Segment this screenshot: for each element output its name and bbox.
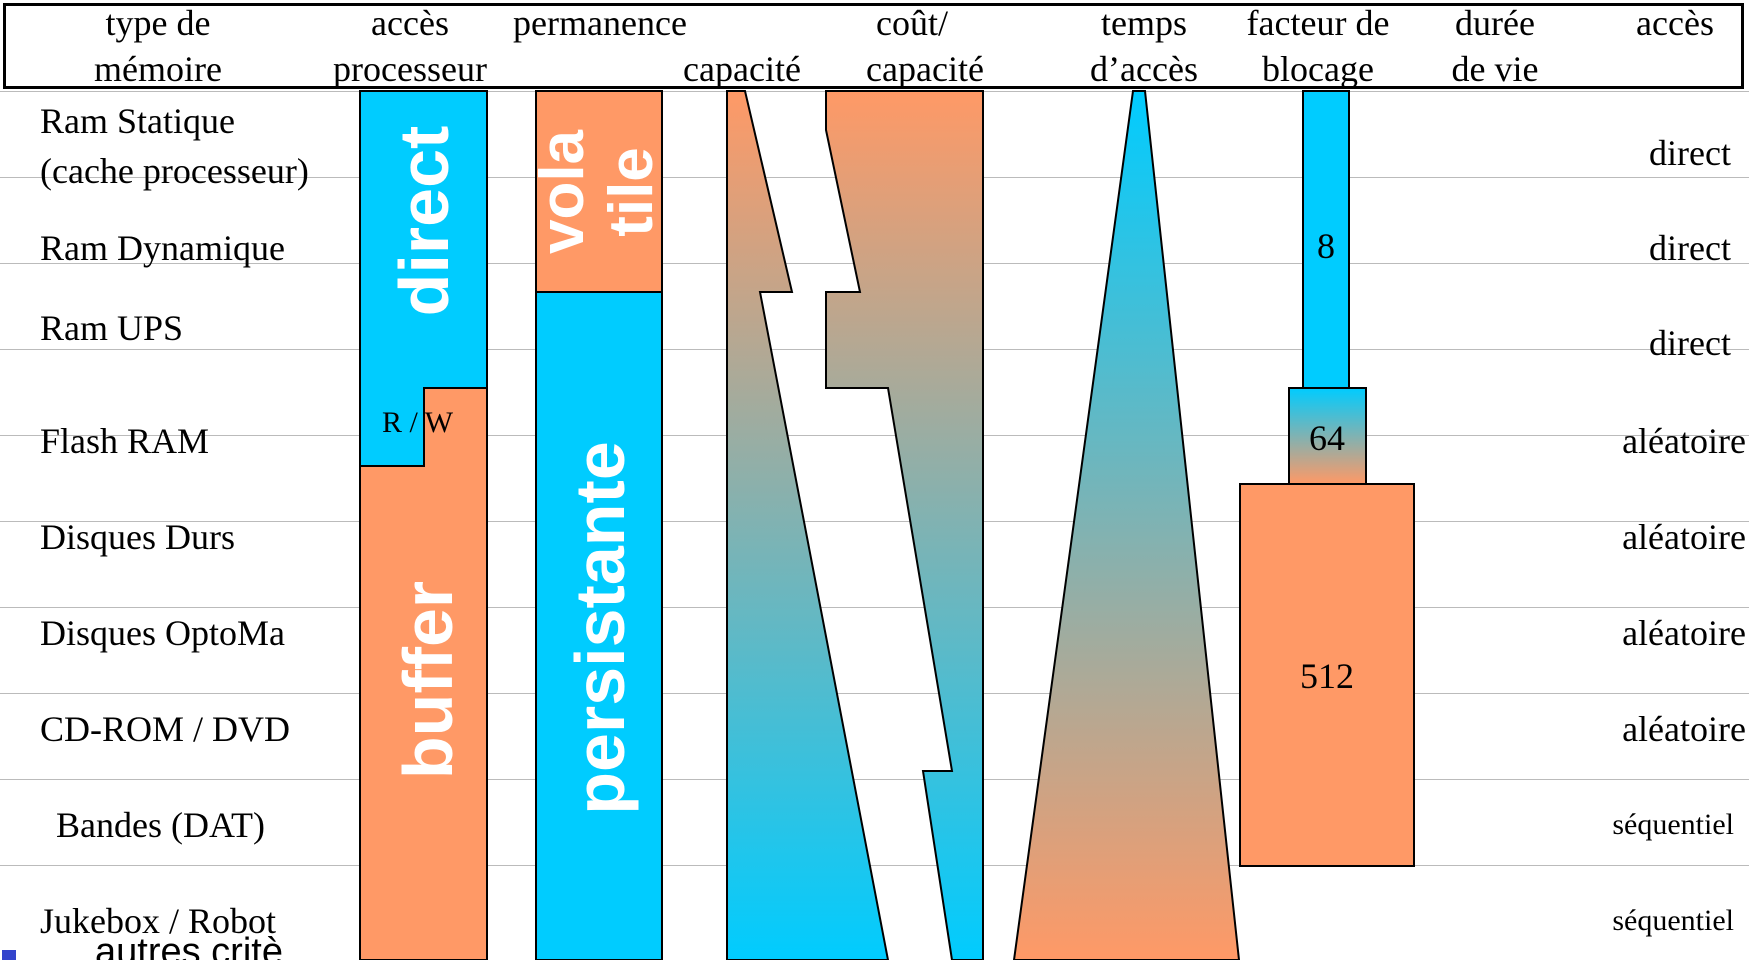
header-type-line1: type de [105,3,211,43]
header-type-line2: mémoire [94,49,222,89]
row-acces-flash-ram: aléatoire [1622,421,1746,461]
blocage-value-8: 8 [1317,226,1335,266]
blocage-value-512: 512 [1300,656,1354,696]
row-label-disques-optoma: Disques OptoMa [40,613,285,653]
permanence-volatile-text-1: vola [528,129,597,254]
row-acces-disques-durs: aléatoire [1622,517,1746,557]
row-label-flash-ram: Flash RAM [40,421,210,461]
header-facteur-line1: facteur de [1246,3,1390,43]
header-temps-line1: temps [1101,3,1187,43]
row-divider [0,607,1749,608]
header-cout-line1: coût/ [876,3,948,43]
row-acces-jukebox: séquentiel [1612,904,1734,937]
header-duree-line1: durée [1455,3,1535,43]
header-frame [3,3,1744,89]
cout-capacite-wedge [825,90,984,960]
header-duree-line2: de vie [1451,49,1539,89]
blocage-value-64: 64 [1309,418,1345,458]
header-cout-line2: capacité [866,49,984,89]
capacite-wedge [726,90,890,960]
row-divider [0,865,1749,866]
temps-acces-triangle [1012,90,1241,960]
header-acces: accès [1636,3,1714,43]
row-label-ram-statique-line1: Ram Statique [40,101,235,141]
footer-bullet-line: autres critè [0,930,400,960]
header-permanence: permanence [513,3,687,43]
permanence-persistante-bar [535,291,663,960]
rw-label: R / W [382,406,454,439]
header-acces-proc-line2: processeur [333,49,487,89]
permanence-volatile-text-2: tile [597,147,666,237]
header-acces-proc-line1: accès [371,3,449,43]
row-label-ram-statique-line2: (cache processeur) [40,151,309,191]
blocage-bar-64 [1288,387,1367,485]
row-label-bandes: Bandes (DAT) [56,805,265,845]
row-acces-cd-rom: aléatoire [1622,709,1746,749]
blocage-bar-8 [1302,90,1350,389]
row-acces-ram-statique: direct [1649,133,1731,173]
acces-direct-bar [359,90,488,467]
permanence-persistante-text: persistante [561,441,639,814]
row-label-jukebox: Jukebox / Robot [40,901,277,941]
row-acces-disques-optoma: aléatoire [1622,613,1746,653]
footer-text: autres critè [95,931,283,960]
table-header: type de mémoire accès processeur permane… [0,0,1749,91]
row-label-ram-dynamique: Ram Dynamique [40,228,285,268]
row-divider [0,521,1749,522]
bullet-icon [2,950,16,960]
blocage-bar-512 [1239,483,1415,867]
row-divider [0,779,1749,780]
row-label-disques-durs: Disques Durs [40,517,235,557]
acces-direct-text: direct [385,126,463,317]
row-label-ram-ups: Ram UPS [40,308,184,348]
row-divider [0,435,1749,436]
row-label-cd-rom: CD-ROM / DVD [40,709,291,749]
row-acces-ram-dynamique: direct [1649,228,1731,268]
row-divider [0,693,1749,694]
permanence-volatile-bar [535,90,663,293]
header-capacite: capacité [683,49,801,89]
row-acces-bandes: séquentiel [1612,808,1734,841]
acces-buffer-text: buffer [389,581,467,779]
header-facteur-line2: blocage [1262,49,1374,89]
header-temps-line2: d’accès [1090,49,1198,89]
row-acces-ram-ups: direct [1649,323,1731,363]
